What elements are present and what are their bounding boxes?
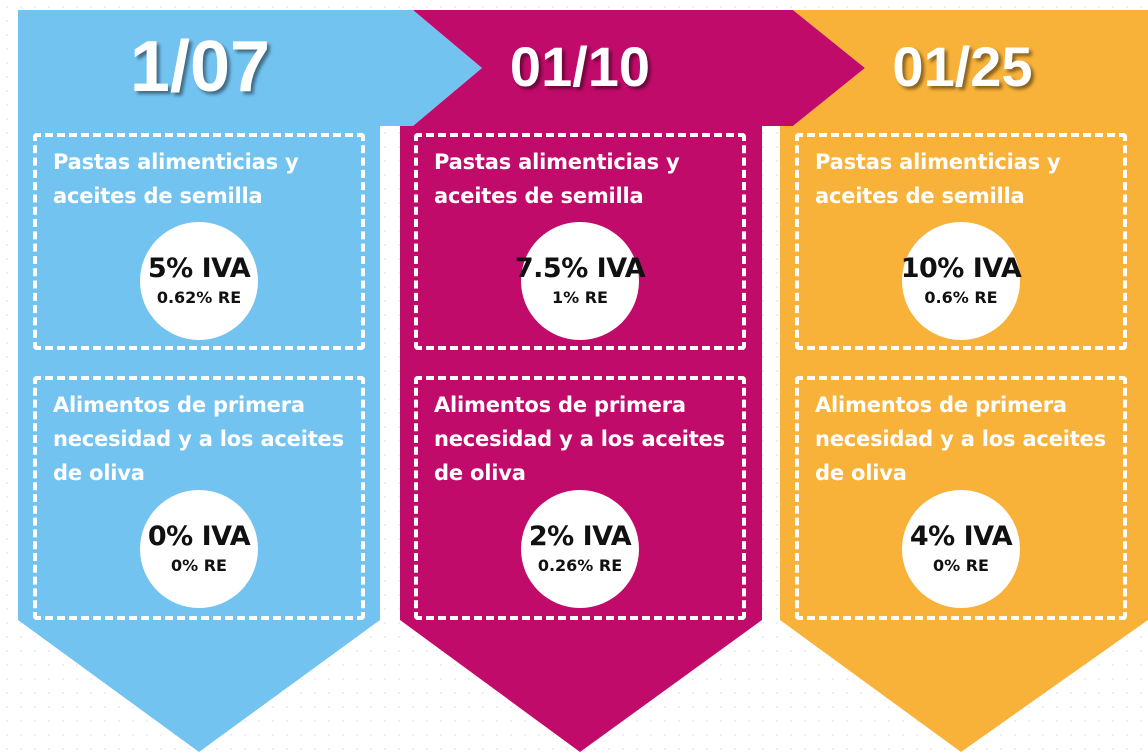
column-1-background — [18, 10, 482, 752]
iva-rate: 2% IVA — [528, 521, 632, 552]
card-title: Pastas alimenticias y aceites de semilla — [815, 150, 1061, 208]
column-2-date: 01/10 — [509, 35, 651, 98]
card-title: Alimentos de primera necesidad y a los a… — [434, 393, 725, 485]
rate-badge: 4% IVA 0% RE — [902, 490, 1020, 608]
iva-rate: 7.5% IVA — [514, 253, 646, 284]
iva-rate: 4% IVA — [909, 521, 1013, 552]
rate-badge: 10% IVA 0.6% RE — [900, 222, 1022, 340]
re-rate: 0.26% RE — [537, 556, 623, 575]
iva-rate: 10% IVA — [900, 253, 1022, 284]
re-rate: 0.62% RE — [156, 288, 242, 307]
re-rate: 0.6% RE — [924, 288, 998, 307]
re-rate: 0% RE — [171, 556, 227, 575]
column-3-background — [762, 10, 1148, 752]
iva-rate: 0% IVA — [147, 521, 251, 552]
rate-badge: 2% IVA 0.26% RE — [521, 490, 639, 608]
card-title: Alimentos de primera necesidad y a los a… — [815, 393, 1106, 485]
card-title: Pastas alimenticias y aceites de semilla — [434, 150, 680, 208]
column-2-card-pastas: Pastas alimenticias y aceites de semilla… — [414, 133, 746, 350]
column-3-date: 01/25 — [892, 35, 1033, 98]
rate-badge: 5% IVA 0.62% RE — [140, 222, 258, 340]
iva-rate: 5% IVA — [147, 253, 251, 284]
rate-badge: 7.5% IVA 1% RE — [515, 222, 646, 340]
rate-badge: 0% IVA 0% RE — [140, 490, 258, 608]
column-3-card-pastas: Pastas alimenticias y aceites de semilla… — [795, 133, 1127, 350]
column-1-date: 1/07 — [129, 27, 271, 107]
column-2-card-alimentos: Alimentos de primera necesidad y a los a… — [414, 376, 746, 620]
re-rate: 0% RE — [933, 556, 989, 575]
card-title: Pastas alimenticias y aceites de semilla — [53, 150, 299, 208]
column-1-card-alimentos: Alimentos de primera necesidad y a los a… — [33, 376, 365, 620]
column-1-card-pastas: Pastas alimenticias y aceites de semilla… — [33, 133, 365, 350]
re-rate: 1% RE — [552, 288, 608, 307]
column-3-card-alimentos: Alimentos de primera necesidad y a los a… — [795, 376, 1127, 620]
card-title: Alimentos de primera necesidad y a los a… — [53, 393, 344, 485]
